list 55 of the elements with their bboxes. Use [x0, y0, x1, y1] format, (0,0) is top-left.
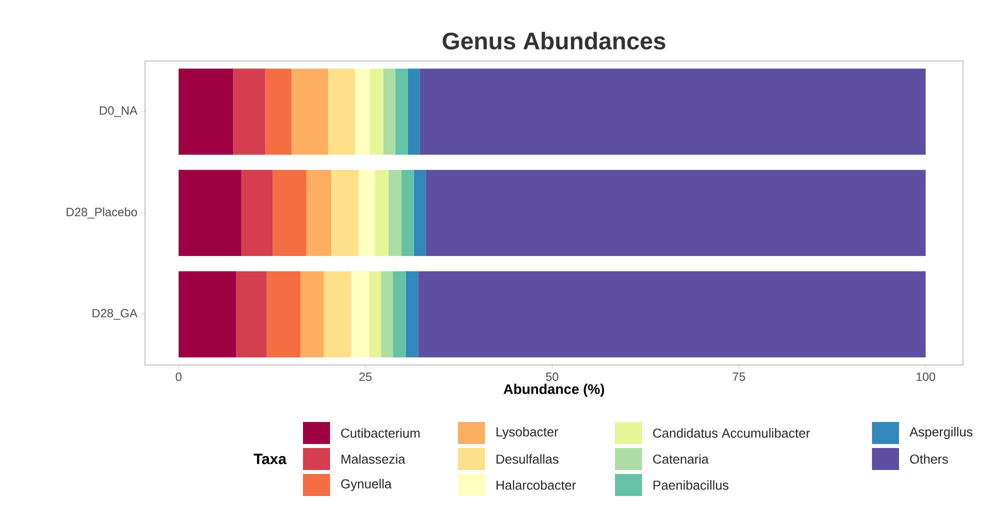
- bar: [354, 68, 370, 155]
- y-tick-label: D28_Placebo: [66, 207, 137, 219]
- legend-label: Cutibacterium: [341, 428, 420, 438]
- bar: [381, 271, 394, 358]
- bar: [266, 271, 300, 358]
- bar: [358, 170, 376, 256]
- bar: [395, 68, 408, 155]
- x-tick-label: 100: [916, 372, 936, 381]
- bar: [393, 271, 406, 358]
- bar: [426, 170, 926, 256]
- bar: [351, 271, 370, 358]
- bar: [420, 68, 926, 155]
- bar: [272, 170, 306, 256]
- bar: [265, 68, 292, 155]
- bar: [178, 271, 236, 358]
- bar: [306, 170, 332, 256]
- bar: [375, 170, 389, 256]
- bar: [369, 271, 382, 358]
- bar: [178, 68, 234, 155]
- chart-title: Genus Abundances: [442, 32, 666, 50]
- legend-label: Aspergillus: [910, 426, 972, 440]
- x-tick-label: 50: [546, 372, 558, 381]
- x-axis-title: Abundance (%): [504, 384, 604, 397]
- bar: [383, 68, 396, 155]
- legend-label: Malassezia: [342, 454, 406, 464]
- bar: [418, 271, 926, 358]
- bar: [414, 170, 426, 256]
- bar: [236, 271, 267, 358]
- legend-label: Paenibacillus: [654, 480, 728, 490]
- legend-label: Catenaria: [653, 454, 709, 464]
- bar: [241, 170, 273, 256]
- bar: [233, 68, 266, 155]
- bar: [300, 271, 324, 358]
- y-tick-label: D28_GA: [92, 308, 138, 320]
- bar: [406, 271, 418, 358]
- bar: [408, 68, 420, 155]
- legend-label: Desulfallas: [496, 454, 558, 464]
- legend-label: Halarcobacter: [496, 480, 576, 490]
- legend-label: Candidatus Accumulibacter: [653, 428, 810, 438]
- bar: [291, 68, 328, 155]
- x-tick-label: 75: [732, 372, 746, 381]
- legend-label: Others: [910, 454, 948, 464]
- bar: [370, 68, 384, 155]
- bar: [328, 68, 355, 155]
- bar: [401, 170, 414, 256]
- bar: [178, 170, 242, 256]
- bar: [324, 271, 352, 358]
- legend-label: Gynuella: [341, 478, 392, 492]
- x-tick-label: 25: [359, 372, 372, 381]
- legend-label: Lysobacter: [496, 426, 558, 440]
- y-tick-label: D0_NA: [100, 106, 138, 118]
- legend-title: Taxa: [254, 454, 287, 464]
- bar: [388, 170, 402, 256]
- x-tick-label: 0: [176, 372, 182, 381]
- bar: [331, 170, 359, 256]
